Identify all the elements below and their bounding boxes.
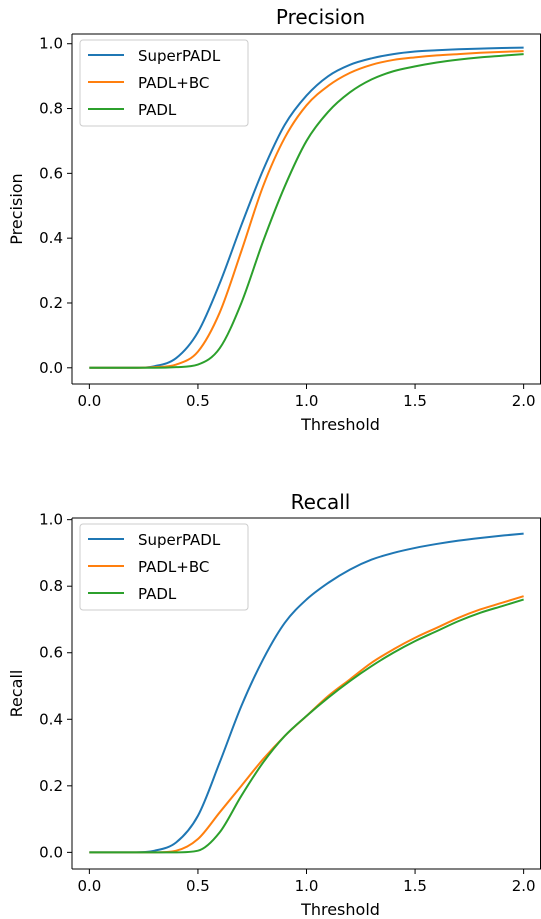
y-tick-label: 0.2 xyxy=(39,294,63,312)
y-tick-label: 0.0 xyxy=(39,843,63,861)
legend-label: SuperPADL xyxy=(138,47,221,65)
y-axis-label: Recall xyxy=(7,670,26,718)
legend-box xyxy=(79,523,249,611)
legend-label: PADL xyxy=(138,585,177,603)
legend-label: PADL xyxy=(138,101,177,119)
y-tick-label: 0.6 xyxy=(39,644,63,662)
x-tick-label: 1.0 xyxy=(295,392,319,410)
y-tick-label: 0.4 xyxy=(39,229,63,247)
chart-0: Precision 0.0 0.5 1.0 1.5 2.0 0.0 0.2 0.4 0.6 0.8 1… xyxy=(7,5,541,434)
y-tick-label: 1.0 xyxy=(39,35,63,53)
x-tick-label: 0.0 xyxy=(77,392,101,410)
legend-label: PADL+BC xyxy=(138,558,209,576)
x-axis-label: Threshold xyxy=(300,415,380,434)
x-axis-label: Threshold xyxy=(300,900,380,919)
series-line-padl xyxy=(89,53,524,369)
x-tick-label: 2.0 xyxy=(512,877,536,895)
x-tick-label: 2.0 xyxy=(512,392,536,410)
x-tick-label: 1.5 xyxy=(403,877,427,895)
series-line-superpadl xyxy=(89,532,524,854)
legend-label: SuperPADL xyxy=(138,531,221,549)
y-tick-label: 0.8 xyxy=(39,100,63,118)
y-tick-label: 0.6 xyxy=(39,164,63,182)
y-tick-label: 0.4 xyxy=(39,710,63,728)
chart-title: Recall xyxy=(291,490,351,514)
x-tick-label: 0.5 xyxy=(186,392,210,410)
chart-title: Precision xyxy=(276,5,365,29)
y-tick-label: 0.0 xyxy=(39,359,63,377)
x-tick-label: 1.0 xyxy=(295,877,319,895)
y-axis-label: Precision xyxy=(7,173,26,244)
series-line-superpadl xyxy=(89,46,524,369)
legend-label: PADL+BC xyxy=(138,74,209,92)
x-tick-label: 0.5 xyxy=(186,877,210,895)
y-tick-label: 0.8 xyxy=(39,577,63,595)
chart-1: Recall 0.0 0.5 1.0 1.5 2.0 0.0 0.2 0.4 0.6 0.8 1.0 T… xyxy=(7,490,541,919)
x-tick-label: 0.0 xyxy=(77,877,101,895)
y-tick-label: 1.0 xyxy=(39,511,63,529)
series-line-padl xyxy=(89,598,524,854)
legend-box xyxy=(79,39,249,127)
y-tick-label: 0.2 xyxy=(39,777,63,795)
x-tick-label: 1.5 xyxy=(403,392,427,410)
